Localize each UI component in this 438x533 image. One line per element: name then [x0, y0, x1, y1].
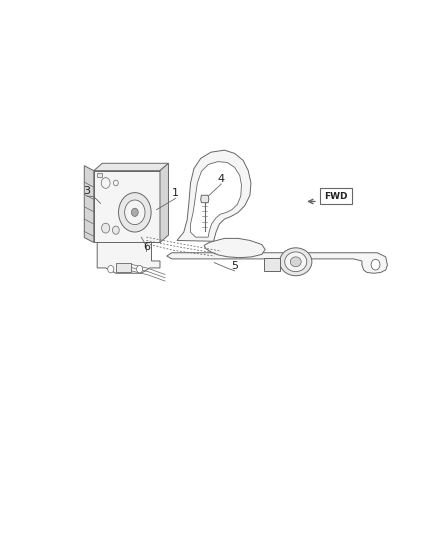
Text: 1: 1: [172, 188, 179, 198]
Polygon shape: [167, 253, 387, 273]
Circle shape: [113, 180, 118, 186]
Circle shape: [131, 208, 138, 216]
Polygon shape: [204, 238, 265, 257]
Text: FWD: FWD: [324, 191, 347, 200]
Circle shape: [101, 177, 110, 188]
Polygon shape: [96, 173, 102, 177]
Text: 5: 5: [231, 261, 238, 271]
Text: 3: 3: [84, 186, 91, 196]
Circle shape: [137, 265, 143, 273]
Polygon shape: [264, 257, 280, 271]
Circle shape: [102, 223, 110, 233]
Polygon shape: [320, 188, 352, 204]
Polygon shape: [97, 243, 160, 273]
Text: 4: 4: [218, 174, 225, 184]
Polygon shape: [191, 161, 241, 237]
Polygon shape: [94, 171, 160, 243]
Polygon shape: [116, 263, 131, 272]
Ellipse shape: [285, 252, 307, 272]
Circle shape: [371, 260, 380, 270]
Polygon shape: [84, 166, 94, 243]
Polygon shape: [160, 163, 169, 243]
Circle shape: [125, 200, 145, 224]
Polygon shape: [94, 163, 169, 171]
Polygon shape: [177, 150, 251, 241]
Circle shape: [119, 192, 151, 232]
Circle shape: [108, 265, 114, 273]
Text: 6: 6: [143, 241, 150, 252]
Ellipse shape: [279, 248, 312, 276]
Polygon shape: [201, 195, 209, 203]
Circle shape: [113, 226, 119, 235]
Ellipse shape: [290, 257, 301, 266]
